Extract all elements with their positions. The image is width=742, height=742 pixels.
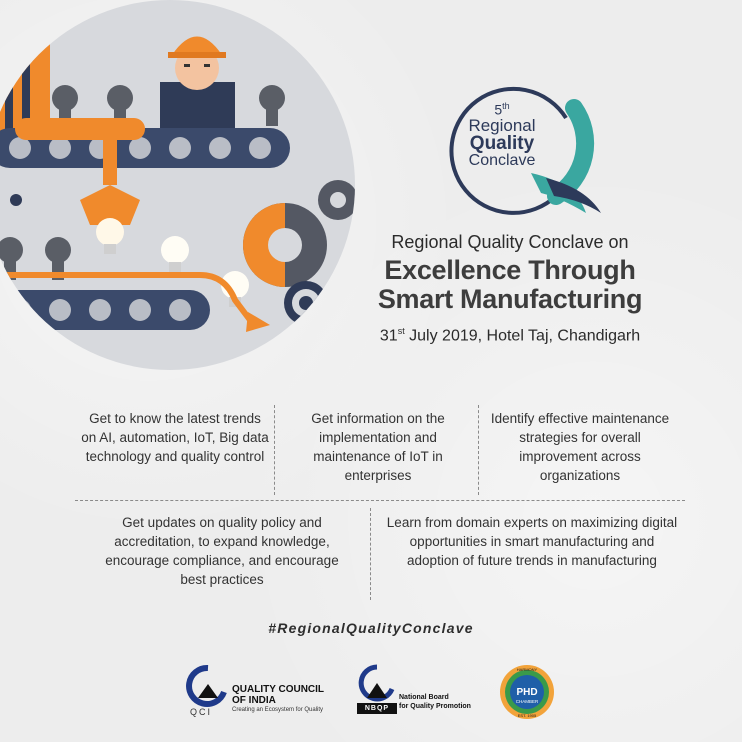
benefit-item: Get updates on quality policy and accred… [105, 515, 339, 587]
gear-icon [243, 203, 327, 287]
divider [478, 405, 479, 495]
benefit-item: Get to know the latest trends on AI, aut… [81, 411, 269, 464]
factory-illustration [0, 0, 355, 370]
logo-line-quality: Quality [469, 132, 535, 154]
phd-sub: CHAMBER [516, 699, 539, 704]
qci-logo-icon [186, 664, 227, 707]
phd-ring-top: HARMONY [517, 667, 538, 672]
benefit-item: Get information on the implementation an… [311, 411, 445, 483]
divider [370, 508, 371, 600]
event-title-line1: Excellence Through [384, 255, 636, 285]
phd-chamber-logo: PHD CHAMBER HARMONY EST. 1905 [500, 665, 554, 719]
gear-icon [284, 281, 328, 325]
event-date-venue: 31st July 2019, Hotel Taj, Chandigarh [379, 326, 641, 345]
nbqp-name: National Board for Quality Promotion [399, 694, 471, 710]
qci-tagline: Creating an Ecosystem for Quality [232, 707, 324, 713]
divider [274, 405, 275, 495]
nbqp-mark: NBQP [357, 703, 397, 714]
logo-line-conclave: Conclave [468, 151, 536, 169]
event-hashtag: #RegionalQualityConclave [268, 620, 474, 636]
event-title-line2: Smart Manufacturing [377, 284, 643, 315]
phd-ring-bottom: EST. 1905 [518, 713, 537, 718]
conclave-logo-text: 5th Regional Quality Conclave [452, 102, 552, 169]
logo-line-regional: Regional [468, 115, 536, 135]
phd-mark: PHD [516, 687, 537, 698]
event-subtitle: Regional Quality Conclave on [391, 232, 629, 252]
benefit-item: Learn from domain experts on maximizing … [386, 515, 678, 568]
nbqp-logo-icon [358, 664, 395, 702]
bulb-icon [96, 218, 124, 254]
event-title: Excellence Through Smart Manufacturing [330, 255, 690, 315]
benefit-item: Identify effective maintenance strategie… [490, 411, 670, 483]
logo-edition: 5th [494, 101, 510, 118]
qci-name: QUALITY COUNCIL OF INDIA [232, 684, 325, 706]
worker-icon [160, 36, 235, 142]
gear-icon [318, 180, 355, 220]
divider [75, 500, 685, 501]
qci-mark: QCI [190, 707, 213, 717]
conclave-q-logo [449, 86, 601, 215]
